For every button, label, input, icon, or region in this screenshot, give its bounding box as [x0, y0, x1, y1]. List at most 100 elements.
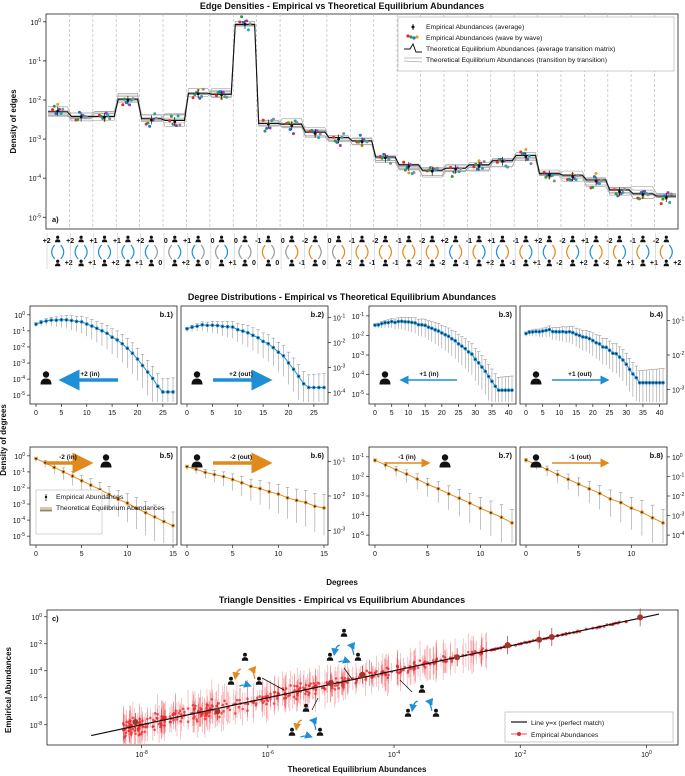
edge-arrow-to — [60, 244, 65, 260]
triangle-point — [480, 648, 484, 652]
edge-from-label: +1 — [90, 238, 98, 245]
edge-arrow-to — [200, 244, 205, 260]
highlight-point — [536, 636, 543, 643]
person-head — [173, 235, 177, 239]
degree-ytick-label: 10-4 — [13, 516, 25, 525]
person-head — [243, 259, 247, 263]
empirical-degree-point — [546, 468, 548, 471]
edge-arrow-from — [566, 244, 571, 260]
edge-arrow-from — [659, 244, 664, 260]
triangle-point — [450, 660, 453, 663]
edge-from-label: -1 — [396, 238, 402, 245]
empirical-average-point — [149, 118, 153, 122]
empirical-degree-point — [35, 457, 37, 460]
edge-to-label: 0 — [322, 260, 326, 267]
empirical-wave-point — [591, 185, 595, 189]
empirical-wave-point — [412, 171, 416, 175]
empirical-degree-point — [556, 473, 559, 476]
triangle-point — [206, 704, 210, 707]
empirical-degree-point — [437, 330, 440, 332]
person-body — [218, 239, 225, 243]
empirical-wave-point — [659, 202, 663, 206]
triangle-point — [162, 724, 166, 727]
person-body — [663, 239, 670, 243]
empirical-degree-point — [417, 323, 420, 326]
triangle-point — [443, 660, 446, 663]
triangle-point — [217, 702, 220, 705]
person-icon — [218, 235, 225, 243]
degree-panel-tag: b.3) — [499, 310, 513, 319]
empirical-wave-point — [295, 121, 299, 125]
edge-arrow-from — [285, 244, 290, 260]
empirical-degree-point — [272, 346, 275, 349]
edge-arrow-from — [355, 244, 360, 260]
empirical-wave-point — [248, 22, 252, 26]
empirical-wave-point — [450, 175, 454, 179]
empirical-degree-point — [625, 363, 628, 366]
degree-ytick-label: 100 — [14, 452, 25, 461]
edge-type-glyph: +2 -1 — [441, 233, 469, 269]
empirical-degree-point — [598, 343, 601, 345]
person-icon — [195, 235, 201, 243]
edge-from-label: 0 — [328, 238, 332, 245]
empirical-wave-point — [169, 114, 173, 118]
degree-xtick-label: 0 — [373, 410, 377, 417]
empirical-degree-point — [638, 381, 641, 384]
person-head — [196, 235, 200, 239]
person-head — [79, 259, 83, 263]
triangle-point — [295, 697, 298, 701]
edge-from-label: +1 — [581, 238, 589, 245]
person-body — [499, 239, 506, 243]
degree-xtick-label: 0 — [373, 551, 377, 558]
triangle-point — [413, 667, 417, 670]
degree-ytick-label: 10-1 — [672, 316, 684, 325]
empirical-wave-point — [131, 97, 135, 101]
empirical-average-point — [243, 22, 247, 26]
degree-ytick-label: 10-1 — [352, 312, 364, 321]
empirical-wave-point — [146, 121, 150, 125]
triangle-point — [354, 682, 357, 685]
empirical-degree-point — [645, 381, 648, 384]
person-icon — [54, 235, 61, 243]
degree-panel-3: 0 5 10 15 20 25 30 35 40 10-5 10-4 10-3 10-2 10-1 b.3)… — [352, 305, 517, 417]
person-head — [407, 235, 411, 239]
person-head — [420, 684, 424, 689]
empirical-average-point — [547, 173, 551, 177]
empirical-degree-point — [314, 505, 316, 508]
person-head — [149, 235, 153, 239]
person-body — [530, 461, 542, 468]
edge-arrow-to — [645, 244, 650, 260]
empirical-degree-point — [641, 511, 643, 513]
empirical-degree-point — [575, 333, 577, 336]
triangle-point — [199, 714, 203, 718]
edge-arrow-to — [224, 244, 229, 260]
empirical-degree-point — [511, 389, 513, 392]
triangle-point — [208, 710, 211, 714]
empirical-degree-point — [216, 324, 219, 327]
edge-from-label: -2 — [653, 238, 659, 245]
triangle-point — [423, 666, 427, 669]
empirical-degree-point — [55, 319, 58, 321]
degree-panel-tag: b.6) — [311, 451, 325, 460]
empirical-wave-point — [365, 140, 369, 144]
empirical-average-point — [56, 109, 60, 113]
empirical-degree-point — [252, 334, 254, 337]
person-body — [523, 239, 529, 243]
empirical-wave-point — [524, 147, 528, 151]
triangle-point — [241, 707, 244, 711]
triangle-point — [364, 678, 367, 681]
person-body — [289, 239, 295, 243]
empirical-degree-point — [525, 459, 527, 461]
person-body — [354, 657, 362, 661]
empirical-wave-point — [637, 197, 641, 201]
empirical-degree-point — [286, 497, 289, 499]
empirical-degree-point — [414, 322, 416, 324]
person-icon — [148, 259, 155, 267]
person-head — [313, 259, 317, 263]
edge-arrow-from — [261, 244, 266, 260]
empirical-degree-point — [407, 321, 410, 323]
legend-theory-average-icon — [404, 42, 422, 53]
empirical-average-point — [618, 190, 621, 194]
person-body — [125, 263, 131, 267]
empirical-wave-point — [76, 118, 80, 122]
